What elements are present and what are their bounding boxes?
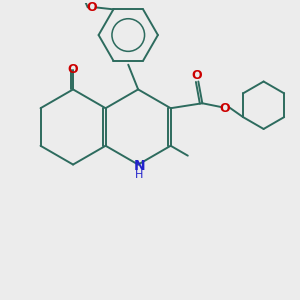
Text: N: N xyxy=(133,158,145,172)
Text: O: O xyxy=(86,1,97,14)
Text: H: H xyxy=(135,170,143,180)
Text: O: O xyxy=(220,102,230,115)
Text: O: O xyxy=(68,63,78,76)
Text: O: O xyxy=(191,69,202,82)
